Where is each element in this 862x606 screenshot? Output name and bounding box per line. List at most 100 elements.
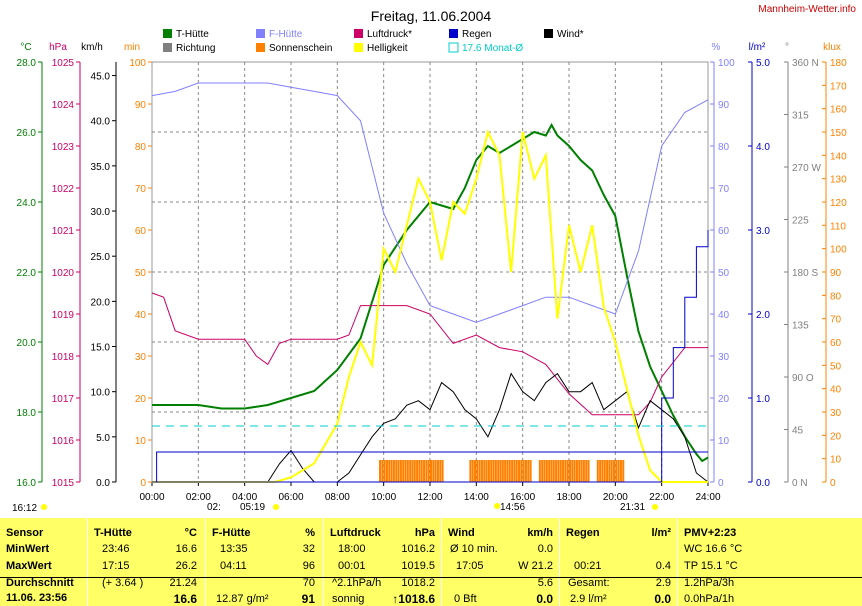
axis-tick-direction: 0 N: [792, 478, 808, 489]
legend-swatch-richtung: [163, 43, 172, 52]
sonnenschein-bar: [559, 460, 562, 482]
sonnenschein-bar: [390, 460, 393, 482]
sonnenschein-bar: [608, 460, 611, 482]
axis-tick-time: 16:00: [510, 492, 535, 503]
legend-label-sonnenschein: Sonnenschein: [269, 43, 332, 54]
stats-w-current: 0.0: [536, 592, 553, 606]
stats-p-trend: ^2.1hPa/h: [332, 577, 382, 589]
sonnenschein-bar: [599, 460, 602, 482]
stats-t-title: T-Hütte: [94, 527, 132, 539]
stats-t-max-value: 26.2: [175, 560, 197, 572]
stats-p-forecast: sonnig: [332, 593, 365, 605]
stats-t-avg-value: 21.24: [169, 577, 197, 589]
sonnenschein-bar: [520, 460, 523, 482]
legend-swatch-f_huette: [256, 29, 265, 38]
sonnenschein-bar: [416, 460, 419, 482]
sonnenschein-bar: [613, 460, 616, 482]
legend-swatch-luftdruck: [354, 29, 363, 38]
axis-tick-sun: 40: [135, 310, 147, 321]
axis-tick-direction: 135: [792, 321, 809, 332]
stats-col-regen: Regen l/m² 00:21 0.4 Gesamt: 2.9 2.9 l/m…: [559, 518, 677, 606]
sonnenschein-bar: [582, 460, 585, 482]
stats-col-luftdruck: Luftdruck hPa 18:00 1016.2 00:01 1019.5 …: [323, 518, 441, 606]
sonnenschein-bar: [441, 460, 444, 482]
stats-w-avg-value: 0.0: [537, 543, 553, 555]
sonnenschein-bar: [596, 460, 599, 482]
stats-f-max-time: 04:11: [220, 560, 247, 572]
sonnenschein-bar: [483, 460, 486, 482]
stats-col-sensor: Sensor MinWert MaxWert Durchschnitt 11.0…: [0, 518, 86, 606]
sonnenschein-bar: [606, 460, 609, 482]
axis-tick-temp: 28.0: [17, 58, 37, 69]
axis-tick-lux: 60: [830, 338, 842, 349]
stats-col-wind: Wind km/h Ø 10 min. 0.0 17:05 W 21.2 5.6…: [441, 518, 559, 606]
sonnenschein-bar: [499, 460, 502, 482]
sonnenschein-bar: [474, 460, 477, 482]
legend-label-t_huette: T-Hütte: [176, 29, 209, 40]
axis-tick-humidity: 0: [718, 478, 724, 489]
site-name[interactable]: Mannheim-Wetter.info: [758, 4, 856, 15]
axis-tick-lux: 110: [830, 221, 846, 232]
axis-tick-pressure: 1020: [52, 268, 75, 279]
axis-tick-lux: 40: [830, 385, 842, 396]
stats-p-max-value: 1019.5: [401, 560, 435, 572]
sonnenschein-bar: [548, 460, 551, 482]
axis-tick-lux: 10: [830, 455, 842, 466]
solar-noon-time: 14:56: [500, 502, 525, 513]
sonnenschein-bar: [469, 460, 472, 482]
axis-tick-time: 24:00: [695, 492, 720, 503]
axis-tick-pressure: 1021: [52, 226, 75, 237]
sonnenschein-bar: [494, 460, 497, 482]
axis-tick-humidity: 90: [718, 100, 730, 111]
legend-swatch-regen: [449, 29, 458, 38]
axis-tick-pressure: 1023: [52, 142, 75, 153]
stats-pmv-title: PMV+2:23: [684, 527, 737, 539]
sonnenschein-bar: [409, 460, 412, 482]
stats-col-t-huette: T-Hütte °C 23:46 16.6 17:15 26.2 (+ 3.64…: [87, 518, 205, 606]
sonnenschein-bar: [476, 460, 479, 482]
axis-tick-sun: 90: [135, 100, 147, 111]
sonnenschein-bar: [538, 460, 541, 482]
stats-t-min-time: 23:46: [102, 543, 130, 555]
axis-tick-direction: 180 S: [792, 268, 818, 279]
axis-tick-humidity: 80: [718, 142, 730, 153]
sonnenschein-bar: [552, 460, 555, 482]
sonnenschein-bar: [439, 460, 442, 482]
axis-tick-pressure: 1015: [52, 478, 75, 489]
stats-r-max-time: 00:21: [574, 560, 602, 572]
sonnenschein-bar: [388, 460, 391, 482]
sonnenschein-bar: [434, 460, 437, 482]
sunset-icon: [652, 504, 658, 510]
axis-tick-time: 14:00: [464, 492, 489, 503]
stats-w-max-value: W 21.2: [518, 560, 553, 572]
axis-tick-direction: 45: [792, 426, 804, 437]
sonnenschein-bar: [522, 460, 525, 482]
axis-tick-lux: 30: [830, 408, 842, 419]
stats-r-unit: l/m²: [651, 527, 671, 539]
stats-f-current: 91: [301, 592, 315, 606]
legend-swatch-helligkeit: [354, 43, 363, 52]
axis-tick-temp: 26.0: [17, 128, 37, 139]
axis-tick-lux: 180: [830, 58, 847, 69]
legend-label-regen: Regen: [462, 29, 491, 40]
sun-events: 16:12 02: 05:19 14:56 21:31: [12, 502, 658, 514]
legend-label-wind: Wind*: [557, 29, 584, 40]
axis-tick-sun: 60: [135, 226, 147, 237]
sun-icon: [41, 504, 47, 510]
stats-p-current: ↑1018.6: [392, 592, 435, 606]
sonnenschein-bar: [566, 460, 569, 482]
axis-tick-sun: 100: [129, 58, 146, 69]
sonnenschein-bar: [436, 460, 439, 482]
stats-p-max-time: 00:01: [338, 560, 366, 572]
sonnenschein-bar: [587, 460, 590, 482]
axis-tick-rain: 1.0: [756, 394, 770, 405]
axis-tick-direction: 90 O: [792, 373, 814, 384]
axis-unit-lux: klux: [823, 42, 841, 53]
sonnenschein-bar: [478, 460, 481, 482]
sonnenschein-bar: [425, 460, 428, 482]
sonnenschein-bar: [513, 460, 516, 482]
stats-p-unit: hPa: [414, 527, 435, 539]
chart-title: Freitag, 11.06.2004: [371, 8, 492, 24]
axis-tick-humidity: 10: [718, 436, 730, 447]
axis-tick-temp: 20.0: [17, 338, 37, 349]
